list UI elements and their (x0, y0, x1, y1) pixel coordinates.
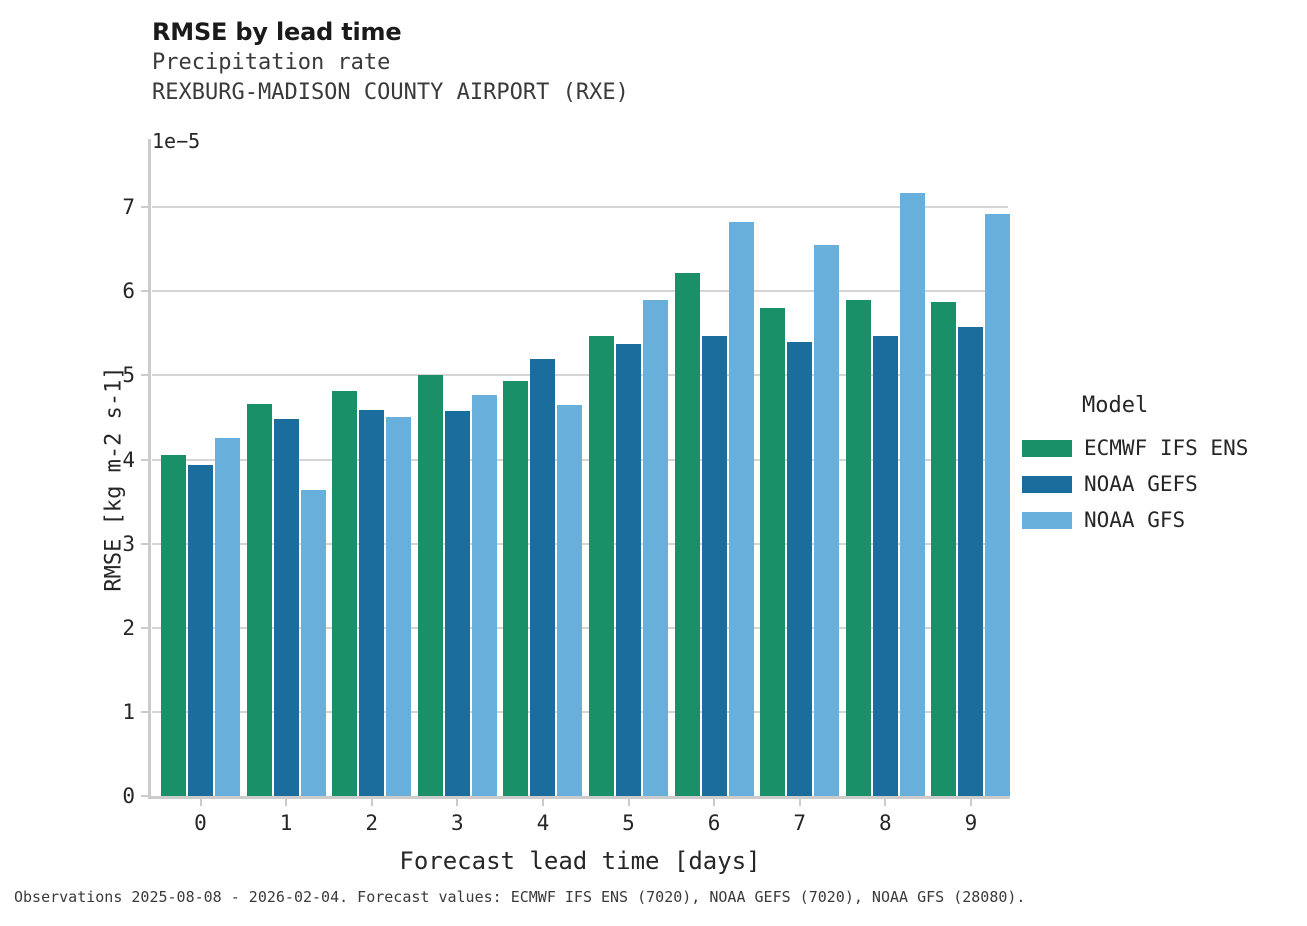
bar (417, 375, 443, 796)
y-tick-mark (141, 374, 149, 377)
bar (530, 358, 556, 796)
legend-item[interactable]: NOAA GEFS (1022, 466, 1302, 502)
bar (643, 299, 668, 796)
bar (557, 404, 583, 796)
bar (872, 335, 898, 796)
x-tick-label: 6 (707, 811, 721, 835)
x-tick-label: 5 (622, 811, 635, 835)
x-tick-mark (199, 799, 202, 806)
y-tick-mark (141, 290, 149, 293)
legend-title: Model (1082, 393, 1149, 418)
legend: Model ECMWF IFS ENS NOAA GEFS NOAA GFS (1022, 393, 1302, 538)
x-tick-label: 2 (365, 811, 379, 835)
y-tick-label: 5 (122, 363, 135, 388)
bar (215, 437, 240, 796)
x-tick-label: 3 (450, 811, 464, 835)
legend-swatch-icon (1022, 439, 1072, 457)
plot-area: 0 1 2 3 4 5 6 7 0 1 2 3 4 5 6 7 8 9 RMSE [kg m-2 s-1] Fo… (102, 139, 1011, 875)
bar (273, 419, 299, 796)
bar (701, 335, 727, 796)
x-tick-mark (370, 799, 373, 806)
x-tick-mark (285, 799, 288, 806)
legend-swatch-icon (1022, 475, 1072, 493)
bar (386, 416, 412, 796)
x-tick-label: 0 (194, 811, 207, 835)
bar (728, 221, 754, 796)
gridline (152, 290, 1008, 293)
y-tick-label: 4 (122, 447, 135, 472)
x-tick-mark (798, 799, 801, 806)
y-tick-mark (141, 206, 149, 209)
bar (589, 335, 614, 796)
legend-item-label: ECMWF IFS ENS (1084, 436, 1249, 460)
x-axis-title: Forecast lead time [days] (399, 847, 761, 875)
bar (787, 341, 813, 796)
chart-subtitle: Precipitation rate (152, 50, 391, 75)
y-tick-mark (141, 626, 149, 629)
x-tick-mark (969, 799, 972, 806)
x-tick-label: 9 (964, 811, 978, 835)
y-tick-label: 6 (122, 279, 135, 304)
legend-rows: ECMWF IFS ENS NOAA GEFS NOAA GFS (1022, 430, 1302, 538)
x-tick-mark (627, 799, 630, 806)
y-axis-spine (148, 139, 151, 798)
bar (814, 245, 840, 796)
y-tick-mark (141, 542, 149, 545)
bar (931, 302, 957, 796)
page-title: RMSE by lead time (152, 18, 402, 46)
bar (300, 489, 326, 796)
legend-item[interactable]: ECMWF IFS ENS (1022, 430, 1302, 466)
bar (246, 404, 272, 796)
bar (760, 308, 786, 796)
bar (616, 344, 641, 796)
y-tick-label: 2 (122, 615, 135, 640)
bar (359, 409, 385, 796)
bar (161, 454, 186, 796)
y-tick-mark (141, 795, 149, 797)
bar (674, 272, 700, 796)
legend-swatch-icon (1022, 511, 1072, 529)
bar (899, 192, 925, 796)
y-axis-offset-label: 1e−5 (152, 129, 201, 153)
y-tick-mark (141, 710, 149, 713)
bar (471, 394, 497, 796)
footer-note: Observations 2025-08-08 - 2026-02-04. Fo… (14, 888, 1026, 906)
x-tick-label: 4 (536, 811, 550, 835)
gridline (152, 206, 1008, 209)
bar (503, 380, 529, 796)
legend-item[interactable]: NOAA GFS (1022, 502, 1302, 538)
y-tick-label: 3 (122, 531, 135, 556)
bar (444, 410, 470, 796)
x-tick-label: 1 (279, 811, 293, 835)
title-block: RMSE by lead time Precipitation rate REX… (152, 16, 952, 108)
x-tick-label: 7 (793, 811, 807, 835)
x-tick-mark (456, 799, 459, 806)
legend-item-label: NOAA GEFS (1084, 472, 1198, 496)
y-tick-mark (141, 458, 149, 461)
y-tick-label: 1 (122, 699, 135, 724)
x-tick-label: 8 (878, 811, 892, 835)
x-tick-mark (541, 799, 544, 806)
x-tick-mark (884, 799, 887, 806)
y-axis-title: RMSE [kg m-2 s-1] (101, 365, 127, 592)
y-tick-label: 7 (122, 195, 135, 220)
legend-item-label: NOAA GFS (1084, 508, 1186, 532)
x-axis-spine (148, 796, 1010, 799)
bar (958, 326, 984, 796)
bar (985, 214, 1011, 796)
gridline (152, 374, 1008, 377)
bar (332, 390, 358, 796)
y-tick-label: 0 (122, 784, 135, 808)
bar (188, 465, 213, 796)
chart-station-name: REXBURG-MADISON COUNTY AIRPORT (RXE) (152, 80, 629, 105)
bar (845, 299, 871, 796)
x-tick-mark (713, 799, 716, 806)
